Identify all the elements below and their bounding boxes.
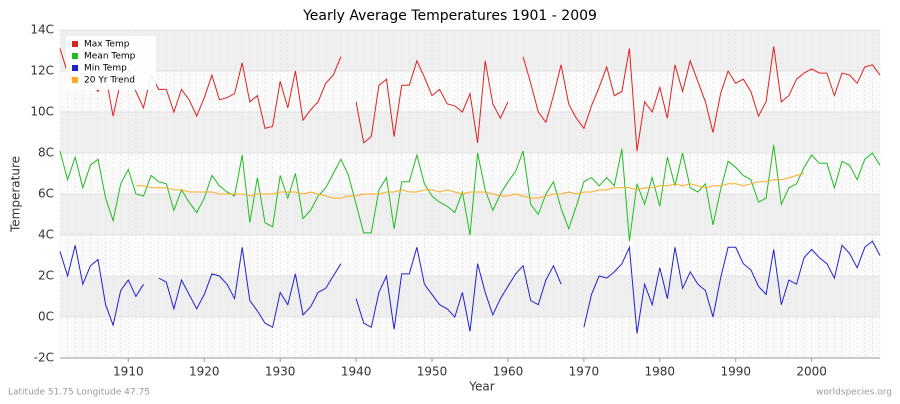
series-line: [59, 240, 881, 334]
x-tick-label: 2000: [796, 365, 827, 379]
x-axis-label: Year: [468, 380, 494, 394]
x-tick-label: 1950: [417, 365, 448, 379]
x-tick-label: 1970: [569, 365, 600, 379]
y-tick-label: 14C: [30, 23, 54, 37]
legend-box: [66, 36, 156, 90]
y-tick-label: 10C: [30, 105, 54, 119]
series-line: [135, 173, 805, 199]
legend-swatch: [72, 65, 78, 71]
x-tick-label: 1980: [645, 365, 676, 379]
y-tick-label: 2C: [38, 269, 54, 283]
x-tick-label: 1990: [720, 365, 751, 379]
series-line: [59, 144, 881, 242]
x-tick-label: 1920: [189, 365, 220, 379]
x-tick-label: 1960: [493, 365, 524, 379]
footer-right: worldspecies.org: [816, 388, 892, 398]
plot-area: [59, 29, 881, 359]
y-tick-label: 12C: [30, 64, 54, 78]
legend: Max Temp Mean Temp Min Temp 20 Yr Trend: [66, 36, 156, 90]
footer-left: Latitude 51.75 Longitude 47.75: [8, 388, 150, 398]
y-tick-label: -2C: [34, 351, 54, 365]
legend-label: Min Temp: [84, 64, 127, 74]
y-tick-label: 6C: [38, 187, 54, 201]
chart-title: Yearly Average Temperatures 1901 - 2009: [302, 8, 597, 24]
y-axis-label: Temperature: [9, 156, 23, 233]
legend-swatch: [72, 53, 78, 59]
legend-label: Max Temp: [84, 40, 130, 50]
y-tick-label: 0C: [38, 310, 54, 324]
y-tick-label: 4C: [38, 228, 54, 242]
x-tick-label: 1930: [265, 365, 296, 379]
legend-swatch: [72, 41, 78, 47]
legend-label: 20 Yr Trend: [84, 76, 135, 86]
legend-swatch: [72, 77, 78, 83]
y-tick-label: 8C: [38, 146, 54, 160]
legend-label: Mean Temp: [84, 52, 136, 62]
x-tick-label: 1940: [341, 365, 372, 379]
x-tick-label: 1910: [113, 365, 144, 379]
